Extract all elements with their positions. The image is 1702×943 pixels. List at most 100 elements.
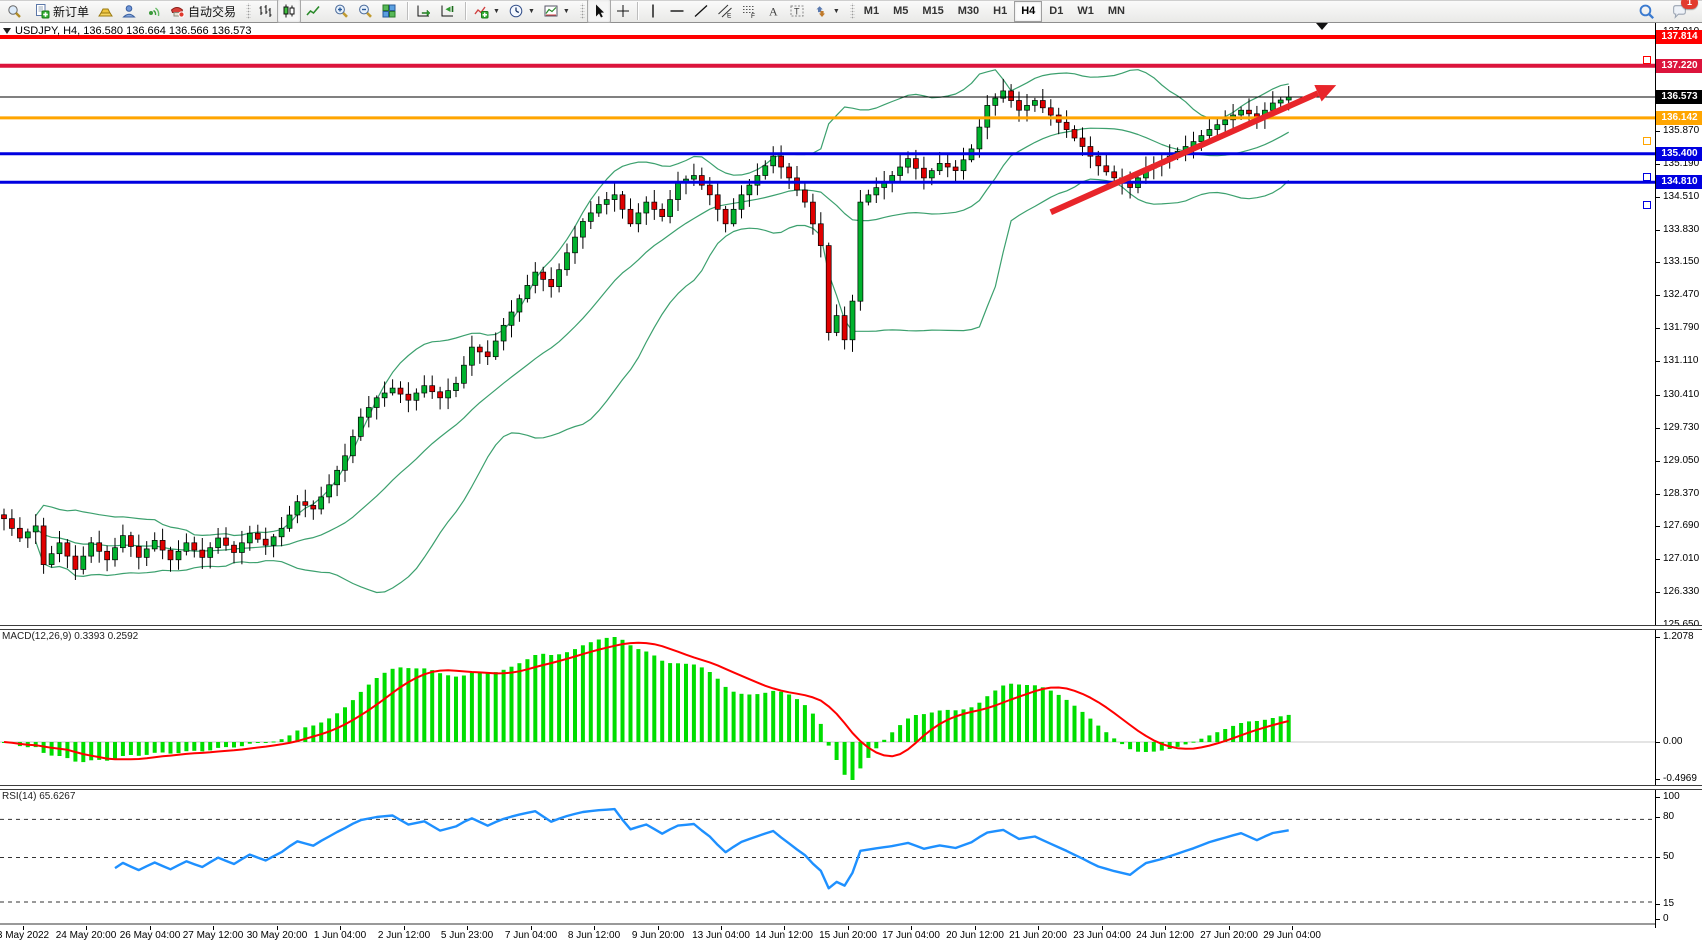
date-tick-mark [911,926,912,930]
zoom-out-button[interactable] [353,0,377,23]
timeframe-m1-button[interactable]: M1 [863,4,880,17]
date-tick-label: 13 Jun 04:00 [692,930,750,941]
timeframe-w1-button[interactable]: W1 [1077,4,1094,17]
main-chart-canvas[interactable] [0,22,1655,625]
template-icon [544,5,558,17]
svg-text:F: F [751,13,755,19]
textlabel-icon: T [790,5,804,17]
chart-shift-marker-icon[interactable] [1316,23,1328,30]
date-axis[interactable]: 3 May 2022 24 May 20:00 26 May 04:00 27 May… [0,926,1655,943]
macd-pane-canvas[interactable] [0,628,1655,785]
price-tick-mark [1655,197,1660,198]
rsi-scale-label: 100 [1663,791,1680,802]
price-tick-mark [1655,262,1660,263]
toolbar-grip[interactable] [579,3,585,19]
date-tick-label: 15 Jun 20:00 [819,930,877,941]
timeframe-h1-button[interactable]: H1 [993,4,1008,17]
macd-signal-line [3,641,1289,761]
indicators-icon [474,6,489,19]
candlestick-chart-button[interactable] [277,0,302,23]
date-tick-label: 27 Jun 20:00 [1200,930,1258,941]
hline-handle[interactable] [1643,56,1651,64]
chevron-down-icon[interactable]: ▼ [832,7,840,15]
macd-histogram [2,637,1291,780]
price-tick-label: 134.510 [1663,191,1700,202]
timeframe-m30-button[interactable]: M30 [957,4,980,17]
chevron-down-icon[interactable]: ▼ [527,7,535,15]
rsi-tick-mark [1655,919,1660,920]
trend-arrow[interactable] [1049,84,1337,215]
date-tick-mark [150,926,151,930]
toolbar-grip[interactable] [246,3,252,19]
symbol-dropdown-icon[interactable] [3,28,11,34]
funds-button[interactable] [93,0,117,23]
crosshair-button[interactable] [611,0,635,23]
chart-shift-button[interactable] [435,0,459,23]
hline-handle[interactable] [1643,201,1651,209]
timeframe-m5-button[interactable]: M5 [893,4,909,17]
date-tick-label: 7 Jun 04:00 [504,930,558,941]
chevron-down-icon[interactable]: ▼ [493,7,500,15]
text-label-button[interactable]: T [785,0,809,23]
macd-scale-label: 0.00 [1663,736,1683,747]
toolbar-group-left-edge [0,0,28,22]
arrows-icon [816,6,825,17]
macd-tick-mark [1655,779,1660,780]
horizontal-line-button[interactable] [665,0,689,23]
price-tick-label: 125.650 [1663,619,1699,630]
crosshair-icon [616,5,629,17]
hline-handle[interactable] [1643,137,1651,145]
toolbar-grip[interactable] [849,3,855,19]
cursor-button[interactable] [586,0,611,23]
timeframe-m15-button[interactable]: M15 [922,4,944,17]
rsi-tick-mark [1655,904,1660,905]
date-tick-mark [531,926,532,930]
timeframe-toolbar: M1 M5 M15 M30 H1 H4 D1 W1 MN [846,0,1134,22]
date-tick-mark [86,926,87,930]
tile-windows-button[interactable] [377,0,401,23]
date-tick-mark [784,926,785,930]
pane-separator[interactable] [0,785,1702,790]
toolbar-group-zoom [327,0,403,22]
new-order-button[interactable]: 新订单 [30,0,93,23]
signals-button[interactable] [141,0,165,23]
trendline-button[interactable] [689,0,713,23]
price-axis[interactable]: 137.910135.870135.190134.510133.830133.1… [1655,22,1702,928]
bar-chart-button[interactable] [253,0,277,23]
search-tool-button[interactable] [2,0,26,23]
fibonacci-button[interactable]: F [737,0,761,23]
price-tick-mark [1655,559,1660,560]
rsi-pane-canvas[interactable] [0,788,1655,925]
date-tick-mark [721,926,722,930]
price-tick-mark [1655,295,1660,296]
templates-button[interactable]: ▼ [539,0,574,23]
hline-handle[interactable] [1643,173,1651,181]
toolbar-group-chart-type [242,0,327,23]
arrows-button[interactable]: ▼ [809,0,844,23]
bar-chart-icon [259,5,272,17]
toolbar-separator [407,2,410,20]
pane-separator[interactable] [0,625,1702,630]
timeframe-h4-button[interactable]: H4 [1014,0,1043,22]
timeframe-mn-button[interactable]: MN [1107,4,1125,17]
price-tick-mark [1655,131,1660,132]
vertical-line-button[interactable] [641,0,665,23]
text-button[interactable]: A [761,0,785,23]
search-button[interactable] [1634,0,1659,23]
indicators-button[interactable]: ▼ [469,0,504,23]
new-order-button-label: 新订单 [53,4,90,19]
autotrading-button[interactable]: 自动交易 [165,0,240,23]
auto-scroll-button[interactable] [411,0,435,23]
line-chart-button[interactable] [301,0,325,23]
price-level-badge: 134.810 [1656,175,1702,189]
profile-button[interactable] [117,0,141,23]
periods-button[interactable]: ▼ [504,0,539,23]
date-tick-label: 20 Jun 12:00 [946,930,1004,941]
zoom-in-button[interactable] [329,0,353,23]
chevron-down-icon[interactable]: ▼ [562,7,570,15]
equidistant-channel-button[interactable]: E [713,0,737,23]
notifications-button[interactable]: 1 [1667,0,1698,23]
date-tick-mark [1038,926,1039,930]
chart-window[interactable]: USDJPY, H4, 136.580 136.664 136.566 136.… [0,22,1702,943]
timeframe-d1-button[interactable]: D1 [1049,4,1064,17]
